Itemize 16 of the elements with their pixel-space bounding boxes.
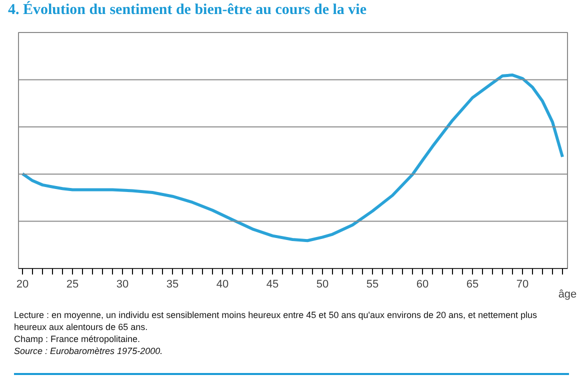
x-tick-label: 50 bbox=[316, 278, 329, 290]
source-note: Source : Eurobaromètres 1975-2000. bbox=[14, 346, 163, 356]
x-tick-label: 65 bbox=[466, 278, 479, 290]
x-tick-label: 55 bbox=[366, 278, 379, 290]
x-tick-label: 40 bbox=[216, 278, 229, 290]
x-tick-label: 70 bbox=[516, 278, 529, 290]
x-tick-label: 45 bbox=[266, 278, 279, 290]
x-axis-title: âge bbox=[558, 288, 577, 300]
text: Champ : France métropolitaine. bbox=[14, 333, 142, 345]
x-tick-label: 25 bbox=[66, 278, 79, 290]
x-tick-label: 20 bbox=[16, 278, 29, 290]
x-tick-label: 60 bbox=[416, 278, 429, 290]
x-tick-label: 30 bbox=[116, 278, 129, 290]
x-tick-label: 35 bbox=[166, 278, 179, 290]
chart-title: 4. Évolution du sentiment de bien-être au cours de la vie bbox=[8, 2, 366, 18]
text: Lecture : en moyenne, un individu est sensiblement moins heureux entre 45 et 50 ans qu'aux environs de 20 ans, et nettement plus heureux aux alentours de 65 ans. bbox=[14, 309, 538, 333]
